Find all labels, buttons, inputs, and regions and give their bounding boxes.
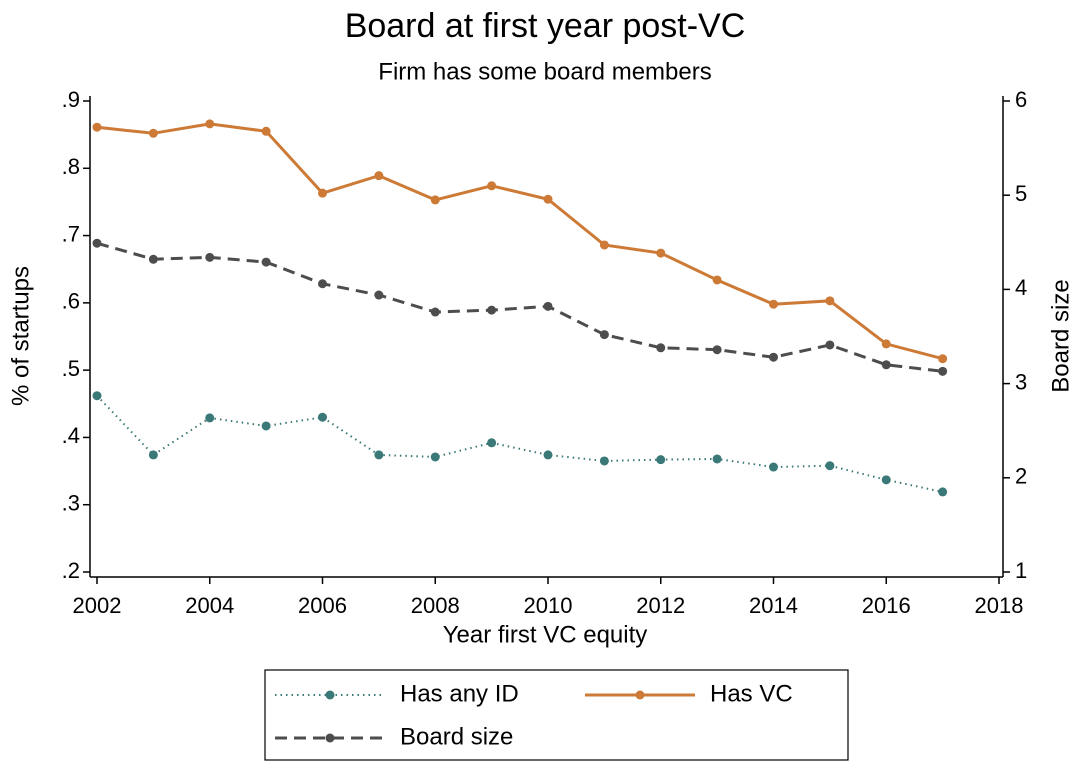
x-tick-label: 2004 [185,593,234,618]
data-point [881,360,891,370]
data-point [205,413,215,423]
data-point [318,412,327,422]
legend-label: Has VC [710,680,793,707]
y-tick-label: .5 [62,356,80,381]
y-tick-label: .9 [62,87,80,112]
y2-axis-label: Board size [1047,279,1074,392]
series-line [96,122,944,361]
data-point [769,352,778,362]
data-point [543,450,553,460]
data-point [430,307,440,317]
data-point [487,181,497,191]
data-point [599,456,609,466]
legend-label: Has any ID [400,680,519,707]
chart-title: Board at first year post-VC [345,7,746,45]
data-point [374,171,384,181]
data-point [543,194,553,204]
data-point [148,254,158,264]
data-point [430,195,440,205]
data-point [938,366,948,376]
y-tick-label: .4 [62,423,80,448]
series-line [96,395,943,493]
data-point [938,354,948,364]
x-tick-label: 2014 [749,593,798,618]
data-point [92,122,102,132]
data-point [938,487,948,497]
legend-marker [325,690,335,700]
data-point [487,438,497,448]
legend-marker [635,690,645,700]
y2-tick-label: 6 [1015,87,1027,112]
data-point [825,296,835,306]
data-point [205,252,215,262]
legend-marker [325,733,335,743]
data-point [769,462,778,472]
data-point [92,238,102,248]
data-point [261,257,271,267]
y-axis-label: % of startups [7,266,34,406]
y2-tick-label: 3 [1015,369,1027,394]
y-tick-label: .3 [62,491,80,516]
y2-tick-label: 1 [1015,558,1027,583]
y2-tick-label: 2 [1015,464,1027,489]
data-point [487,305,497,315]
x-tick-label: 2018 [975,593,1024,618]
data-point [430,452,440,462]
data-point [712,454,722,464]
data-point [148,128,158,138]
data-point [656,248,666,258]
legend-box [264,669,849,761]
x-tick-label: 2002 [73,593,122,618]
data-point [205,119,215,129]
data-point [374,290,384,300]
data-point [318,188,327,198]
data-point [599,330,609,340]
data-point [318,279,327,289]
data-point [92,391,102,401]
series-line [96,241,943,373]
data-point [599,240,609,250]
y-tick-label: .2 [62,558,80,583]
data-point [261,126,271,136]
chart-subtitle: Firm has some board members [378,58,711,85]
y2-tick-label: 5 [1015,181,1027,206]
x-tick-label: 2016 [862,593,911,618]
data-point [769,299,778,309]
data-point [374,450,384,460]
data-point [712,275,722,285]
data-point [656,343,666,353]
data-point [881,339,891,349]
data-point [543,301,553,311]
y-tick-label: .7 [62,221,80,246]
x-tick-label: 2006 [298,593,347,618]
x-tick-label: 2008 [411,593,460,618]
legend-label: Board size [400,723,513,750]
x-tick-label: 2012 [636,593,685,618]
x-tick-label: 2010 [524,593,573,618]
data-point [261,421,271,431]
data-point [656,455,666,465]
data-point [825,340,835,350]
y-tick-label: .6 [62,289,80,314]
y2-tick-label: 4 [1015,275,1027,300]
x-axis-label: Year first VC equity [443,621,648,648]
data-point [712,345,722,355]
y-tick-label: .8 [62,154,80,179]
data-point [881,475,891,485]
data-point [148,450,158,460]
data-point [825,461,835,471]
